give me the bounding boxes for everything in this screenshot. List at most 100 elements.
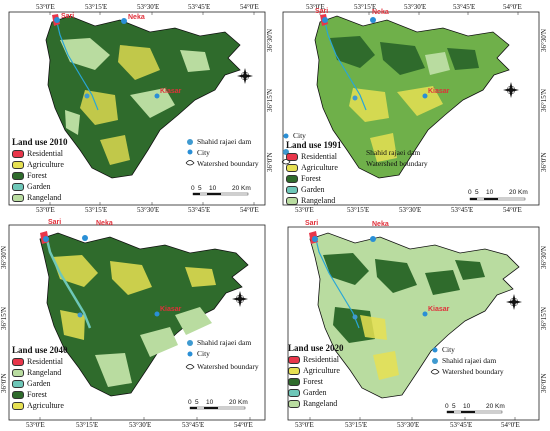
city-label-kiasar: Kiasar <box>428 306 450 313</box>
map-frame <box>8 224 266 421</box>
legend-item: Residential <box>286 152 337 162</box>
scale-tick: 0 <box>445 403 449 410</box>
scale-tick: 5 <box>195 399 199 406</box>
legend-item: Forest <box>12 171 47 181</box>
scale-bar <box>189 406 246 410</box>
lon-label: 54°0'E <box>240 206 259 214</box>
scale-tick: 0 <box>188 399 192 406</box>
map-panel-2040: Sari Neka Kiasar 53°0'E 53°15'E 53°30'E … <box>0 215 275 430</box>
legend-symbols <box>430 347 440 375</box>
city-legend-label: City <box>442 345 455 354</box>
legend-title: Land use 2010 <box>12 137 68 147</box>
lat-label: 36°15'N <box>0 306 8 330</box>
lon-label: 54°0'E <box>501 421 520 429</box>
legend-item: Rangeland <box>286 196 335 206</box>
dam-legend-label: Shahid rajaei dam <box>197 137 252 146</box>
legend-title: Land use 2020 <box>288 343 344 353</box>
lat-label: 36°0'N <box>540 152 548 172</box>
legend-item: Residential <box>12 357 63 367</box>
legend-item: Forest <box>288 377 323 387</box>
city-label-kiasar: Kiasar <box>160 306 182 313</box>
north-arrow-icon <box>232 291 248 307</box>
land-cover-patches <box>330 36 479 162</box>
scale-bar <box>192 192 249 196</box>
lon-label: 53°30'E <box>137 3 160 11</box>
legend-item: Rangeland <box>12 368 61 378</box>
legend-item: Garden <box>12 182 51 192</box>
lat-label: 36°15'N <box>540 88 548 112</box>
city-label-neka: Neka <box>372 221 389 228</box>
map-canvas-1991 <box>281 11 540 206</box>
river <box>55 17 99 111</box>
lon-label: 53°45'E <box>451 206 474 214</box>
city-label-neka: Neka <box>128 14 145 21</box>
legend-item: Garden <box>12 379 51 389</box>
map-panel-1991: 53°0'E 53°15'E 53°30'E 53°45'E 54°0'E 53… <box>275 0 550 215</box>
legend-item: Forest <box>286 174 321 184</box>
tick-marks <box>39 417 251 420</box>
map-canvas-2040 <box>8 224 266 421</box>
city-legend-label: City <box>197 148 210 157</box>
lon-label: 53°15'E <box>354 3 377 11</box>
lon-label: 54°0'E <box>503 206 522 214</box>
city-label-sari: Sari <box>305 220 319 227</box>
city-marker-neka <box>370 236 376 242</box>
lon-label: 53°30'E <box>129 421 152 429</box>
lon-label: 53°30'E <box>137 206 160 214</box>
city-label-kiasar: Kiasar <box>160 88 182 95</box>
lon-label: 53°0'E <box>36 3 55 11</box>
dam-marker <box>84 93 90 99</box>
scale-tick: 20 Km <box>232 185 251 192</box>
land-cover-patches <box>52 255 216 387</box>
legend-item: Residential <box>288 355 339 365</box>
legend-item: Forest <box>12 390 47 400</box>
lon-label: 53°45'E <box>453 3 476 11</box>
map-frame <box>8 11 266 206</box>
legend-item: Rangeland <box>12 193 61 203</box>
city-legend-label: City <box>293 131 306 140</box>
city-marker-neka <box>121 18 127 24</box>
north-arrow-icon <box>237 68 253 84</box>
lat-label: 36°30'N <box>266 28 274 52</box>
scale-bar <box>446 410 503 414</box>
lon-label: 53°45'E <box>188 3 211 11</box>
lon-label: 53°45'E <box>182 421 205 429</box>
legend-item: Garden <box>286 185 325 195</box>
scale-tick: 10 <box>486 189 494 196</box>
scale-tick: 5 <box>475 189 479 196</box>
city-marker-kiasar <box>154 93 160 99</box>
dam-legend-label: Shahid rajaei dam <box>197 338 252 347</box>
scale-tick: 5 <box>452 403 456 410</box>
lon-label: 53°30'E <box>399 206 422 214</box>
city-label-neka: Neka <box>96 220 113 227</box>
legend-item: Agriculture <box>12 401 64 411</box>
legend-title: Land use 2040 <box>12 345 68 355</box>
lat-label: 36°0'N <box>540 373 548 393</box>
dam-marker <box>352 314 358 320</box>
legend-item: Garden <box>288 388 327 398</box>
lat-label: 36°30'N <box>0 245 8 269</box>
lon-label: 53°15'E <box>76 421 99 429</box>
lat-label: 36°0'N <box>0 373 8 393</box>
scale-tick: 0 <box>468 189 472 196</box>
city-label-sari: Sari <box>315 8 329 15</box>
north-arrow-icon <box>506 294 522 310</box>
dam-marker <box>352 95 358 101</box>
city-label-sari: Sari <box>61 13 75 20</box>
legend-item: Agriculture <box>12 160 64 170</box>
lon-label: 53°30'E <box>404 3 427 11</box>
boundary-legend-label: Watershed boundary <box>366 159 428 168</box>
tick-marks <box>309 417 516 420</box>
lon-label: 53°15'E <box>85 3 108 11</box>
dam-marker <box>77 312 83 318</box>
scale-tick: 10 <box>209 185 217 192</box>
tick-marks <box>49 12 255 205</box>
scale-tick: 20 Km <box>509 189 528 196</box>
north-arrow-icon <box>503 82 519 98</box>
map-canvas-2020 <box>287 226 540 421</box>
legend-item: Agriculture <box>288 366 340 376</box>
map-frame <box>287 226 540 421</box>
lon-label: 53°0'E <box>26 421 45 429</box>
lat-label: 36°0'N <box>266 152 274 172</box>
scale-tick: 20 Km <box>486 403 505 410</box>
